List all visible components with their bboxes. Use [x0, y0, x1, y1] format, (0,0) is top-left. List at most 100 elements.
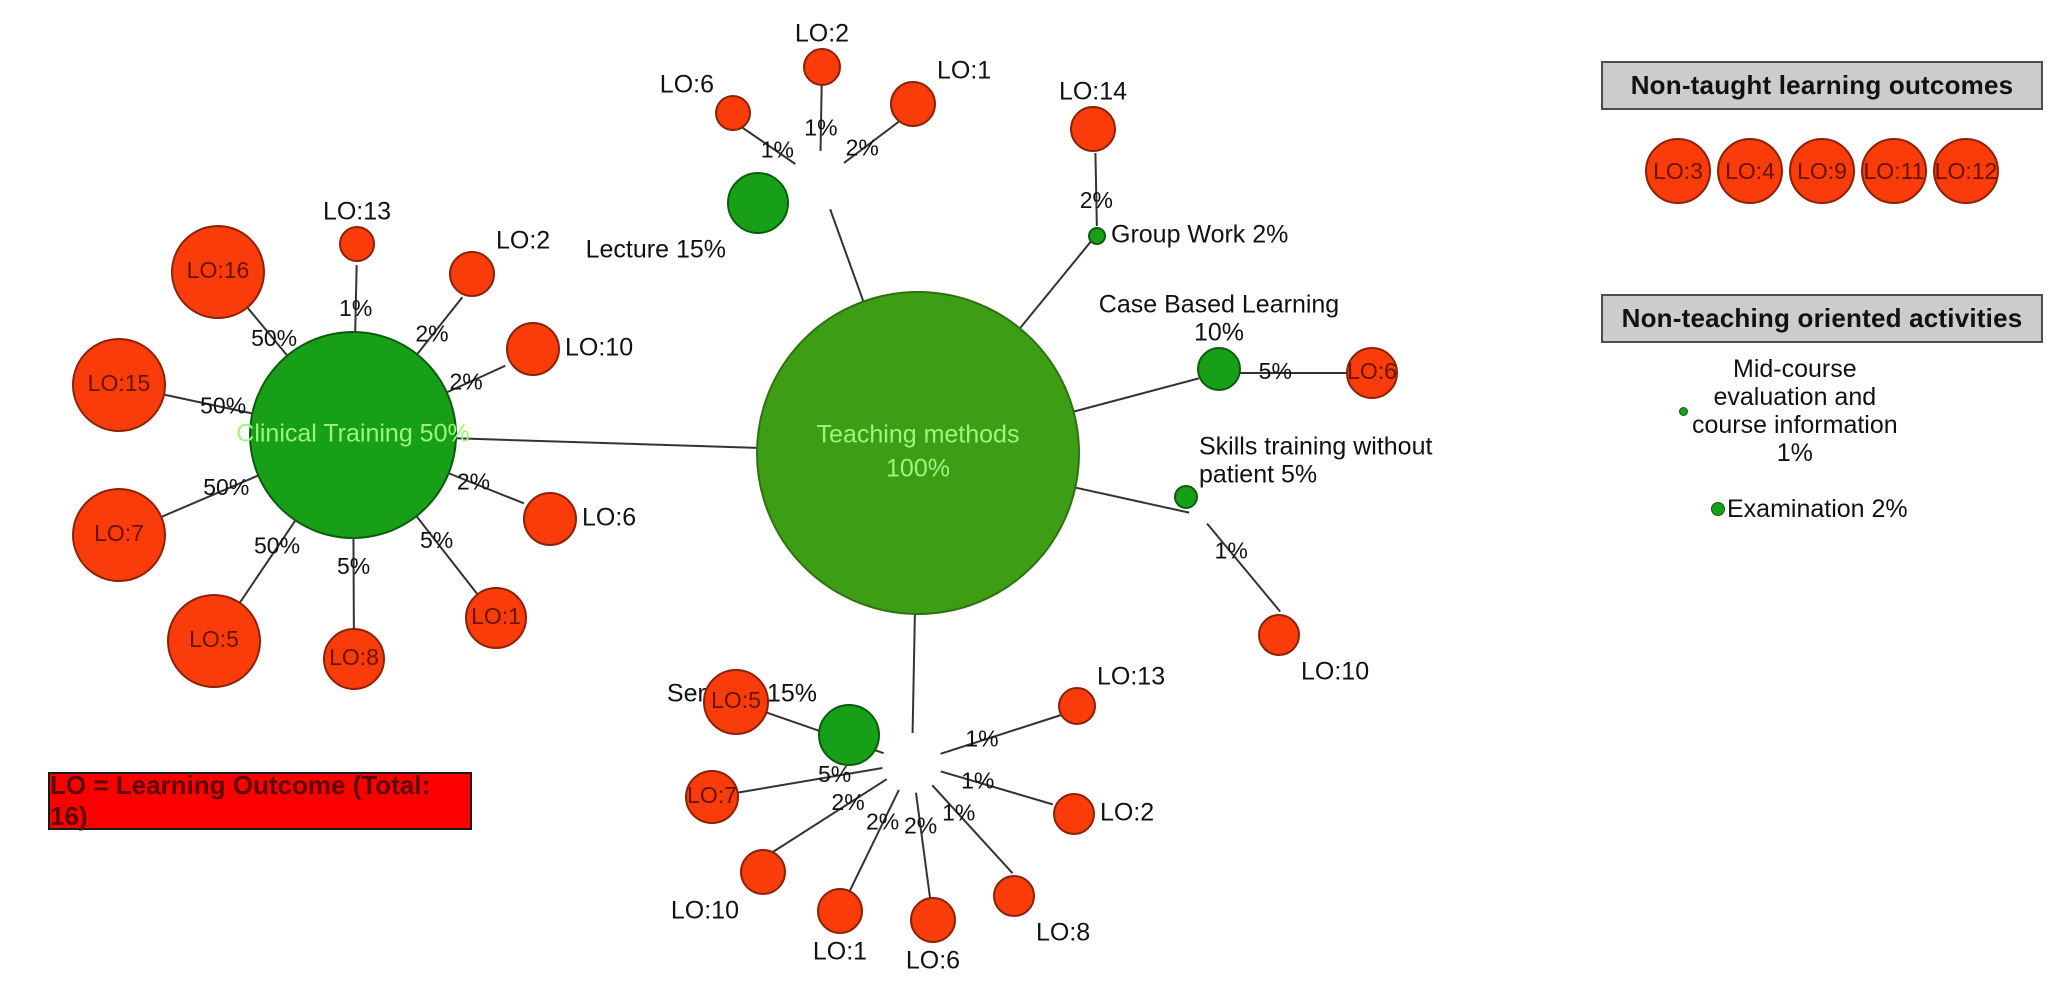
edge-teaching_methods-to-skills_training — [1075, 486, 1190, 514]
node-circle[interactable] — [727, 172, 789, 234]
node-label: LO:10 — [1301, 658, 1369, 686]
edge-teaching_methods-to-seminar — [911, 613, 916, 734]
green-dot-icon — [1711, 502, 1725, 516]
legend-chip-lo-9[interactable]: LO:9 — [1789, 138, 1855, 204]
node-lec_lo1[interactable]: LO:1 — [890, 57, 991, 127]
node-circle[interactable] — [703, 669, 769, 735]
node-ct_lo5[interactable]: LO:5 — [167, 594, 261, 688]
node-label: Teaching methods — [817, 420, 1020, 448]
edge-seminar-to-sem_lo13 — [940, 712, 1067, 755]
legend-non-taught-chips: LO:3 LO:4 LO:9 LO:11 LO:12 — [1601, 135, 2043, 207]
node-circle[interactable] — [1053, 793, 1095, 835]
node-circle[interactable] — [167, 594, 261, 688]
non-teaching-item-label: Mid-course evaluation and course informati… — [1692, 355, 1898, 467]
node-circle[interactable] — [249, 331, 457, 539]
legend-chip-lo-4[interactable]: LO:4 — [1717, 138, 1783, 204]
node-circle[interactable] — [1197, 347, 1241, 391]
node-circle[interactable] — [756, 291, 1080, 615]
node-circle[interactable] — [740, 849, 786, 895]
node-circle[interactable] — [72, 488, 166, 582]
edge-teaching_methods-to-lecture — [829, 208, 865, 302]
legend-non-teaching-items: Mid-course evaluation and course informati… — [1601, 355, 2043, 523]
edge-label: 1% — [1215, 538, 1248, 564]
node-circle[interactable] — [685, 770, 739, 824]
node-clinical_training[interactable]: Clinical Training 50% — [236, 331, 470, 539]
node-circle[interactable] — [1058, 687, 1096, 725]
node-circle[interactable] — [339, 226, 375, 262]
node-circle[interactable] — [171, 225, 265, 319]
node-ct_lo7[interactable]: LO:7 — [72, 488, 166, 582]
node-circle[interactable] — [449, 251, 495, 297]
legend-chip-lo-12[interactable]: LO:12 — [1933, 138, 1999, 204]
node-ct_lo1[interactable]: LO:1 — [465, 587, 527, 649]
node-sem_lo10[interactable]: LO:10 — [671, 849, 786, 925]
node-circle[interactable] — [818, 704, 880, 766]
node-seminar[interactable]: Seminar 15% — [667, 680, 880, 766]
node-ct_lo10[interactable]: LO:10 — [506, 322, 633, 376]
edge-label: 1% — [961, 767, 994, 793]
node-sem_lo6[interactable]: LO:6 — [906, 897, 960, 975]
node-group_work[interactable]: Group Work 2% — [1088, 221, 1288, 249]
edge-seminar-to-sem_lo6 — [914, 792, 932, 899]
green-dot-icon — [1679, 406, 1688, 416]
node-cbl_lo6[interactable]: LO:6 — [1346, 347, 1398, 399]
non-teaching-item-label: Examination 2% — [1727, 495, 1908, 523]
node-circle[interactable] — [506, 322, 560, 376]
node-ct_lo2[interactable]: LO:2 — [449, 227, 550, 297]
node-ct_lo13[interactable]: LO:13 — [323, 198, 391, 262]
legend-lo-key: LO = Learning Outcome (Total: 16) — [48, 770, 472, 831]
edge-seminar-to-sem_lo7 — [737, 767, 883, 794]
node-label: Skills training without — [1199, 433, 1432, 461]
node-circle[interactable] — [465, 587, 527, 649]
node-lecture[interactable]: Lecture 15% — [586, 172, 789, 264]
node-circle[interactable] — [715, 95, 751, 131]
node-teaching_methods[interactable]: Teaching methods 100% — [756, 291, 1080, 615]
legend-chip-lo-3[interactable]: LO:3 — [1645, 138, 1711, 204]
edge-label: 1% — [804, 114, 837, 140]
edge-label: 5% — [337, 553, 370, 579]
node-circle[interactable] — [1174, 485, 1198, 509]
node-circle[interactable] — [323, 628, 385, 690]
legend-non-teaching-header: Non-teaching oriented activities — [1601, 294, 2043, 343]
edge-clinical_training-to-ct_lo5 — [238, 519, 297, 604]
node-label: LO:10 — [565, 334, 633, 362]
node-circle[interactable] — [817, 888, 863, 934]
edge-label: 50% — [203, 474, 249, 500]
edge-label: 1% — [761, 137, 794, 163]
node-circle[interactable] — [1346, 347, 1398, 399]
node-circle[interactable] — [1088, 227, 1106, 245]
node-ct_lo6[interactable]: LO:6 — [523, 492, 636, 546]
node-circle[interactable] — [1258, 614, 1300, 656]
edge-label: 5% — [420, 527, 453, 553]
node-ct_lo15[interactable]: LO:15 — [72, 338, 166, 432]
node-st_lo10[interactable]: LO:10 — [1258, 614, 1369, 686]
node-sem_lo13[interactable]: LO:13 — [1058, 663, 1165, 725]
node-ct_lo8[interactable]: LO:8 — [323, 628, 385, 690]
node-circle[interactable] — [803, 48, 841, 86]
node-sem_lo7[interactable]: LO:7 — [685, 770, 739, 824]
node-circle[interactable] — [910, 897, 956, 943]
node-sem_lo8[interactable]: LO:8 — [993, 875, 1090, 947]
node-circle[interactable] — [1070, 106, 1116, 152]
nodes-layer: Teaching methods 100% Clinical Training 50… — [72, 20, 1432, 975]
node-lec_lo2[interactable]: LO:2 — [795, 20, 849, 86]
node-sem_lo2[interactable]: LO:2 — [1053, 793, 1154, 835]
node-gw_lo14[interactable]: LO:14 — [1059, 78, 1127, 152]
node-sem_lo5[interactable]: LO:5 — [703, 669, 769, 735]
edge-label: 1% — [965, 726, 998, 752]
node-circle[interactable] — [993, 875, 1035, 917]
edge-teaching_methods-to-case_based_learning — [1073, 377, 1199, 413]
edge-label: 2% — [1080, 187, 1113, 213]
node-sem_lo1[interactable]: LO:1 — [813, 888, 867, 966]
node-label: LO:2 — [795, 20, 849, 48]
node-circle[interactable] — [523, 492, 577, 546]
node-lec_lo6[interactable]: LO:6 — [660, 71, 751, 131]
node-circle[interactable] — [72, 338, 166, 432]
legend-chip-lo-11[interactable]: LO:11 — [1861, 138, 1927, 204]
edge-clinical_training-to-ct_lo2 — [416, 296, 464, 355]
node-ct_lo16[interactable]: LO:16 — [171, 225, 265, 319]
node-circle[interactable] — [890, 81, 936, 127]
